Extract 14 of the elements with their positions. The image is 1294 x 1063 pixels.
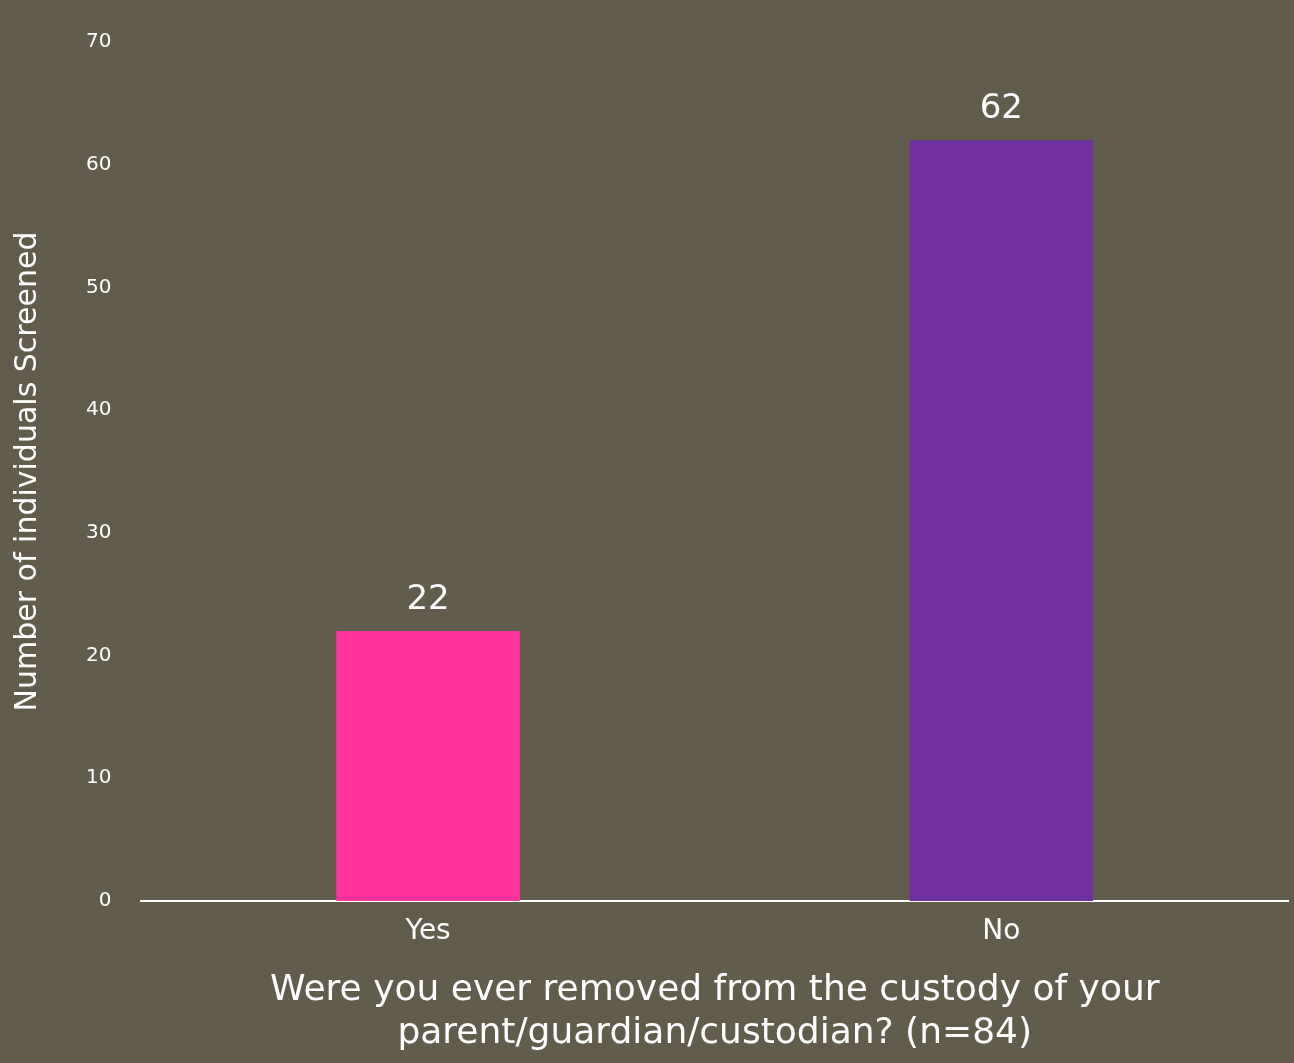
y-tick-label: 30 bbox=[86, 519, 112, 544]
y-tick-label: 60 bbox=[86, 150, 112, 175]
y-tick-label: 50 bbox=[86, 273, 112, 298]
data-label: 62 bbox=[979, 86, 1023, 126]
y-tick-label: 20 bbox=[86, 641, 112, 666]
data-label: 22 bbox=[406, 576, 450, 617]
y-tick-label: 70 bbox=[86, 28, 112, 53]
y-tick-label: 40 bbox=[86, 396, 112, 421]
y-tick-label: 10 bbox=[86, 764, 112, 789]
x-tick-label: Yes bbox=[404, 913, 451, 947]
y-tick-label: 0 bbox=[98, 887, 112, 912]
y-axis-title: Number of individuals Screened bbox=[7, 231, 43, 712]
x-axis-title: Were you ever removed from the custody of your parent/guardian/custodian? (n=84) bbox=[269, 966, 1160, 1051]
x-tick-label: No bbox=[982, 913, 1021, 947]
